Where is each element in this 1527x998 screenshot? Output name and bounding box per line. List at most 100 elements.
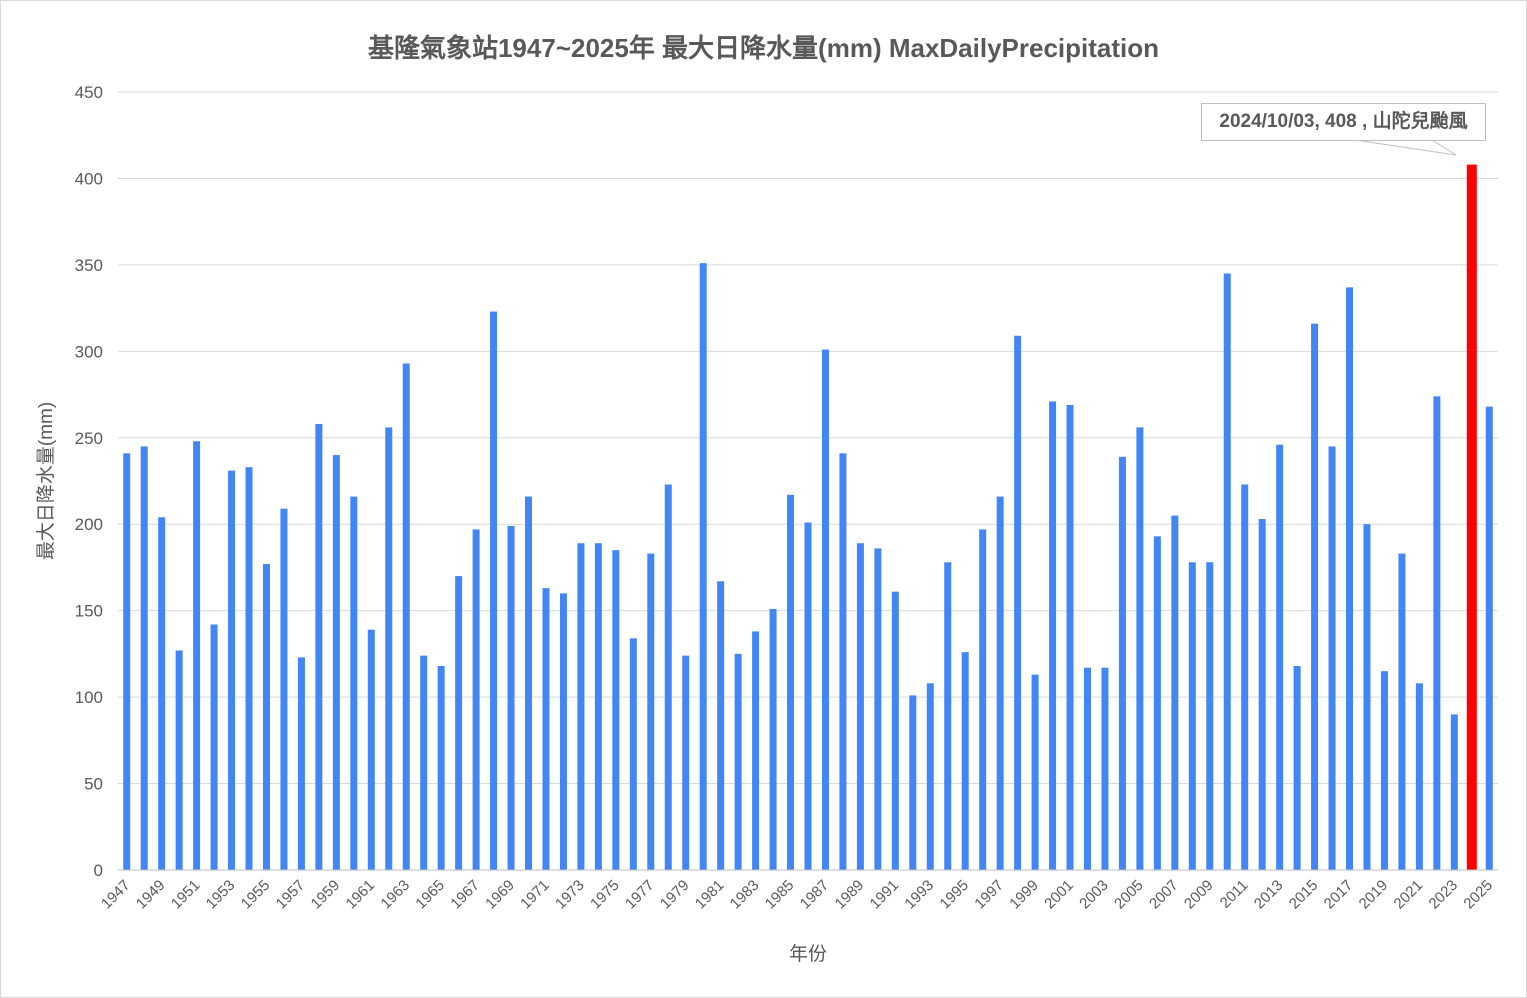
bar	[821, 349, 829, 870]
bar	[1380, 671, 1388, 870]
y-tick-label: 100	[75, 688, 103, 707]
x-tick-label: 1949	[133, 877, 169, 913]
x-tick-label: 1953	[203, 877, 239, 913]
y-tick-label: 250	[75, 429, 103, 448]
bar	[1415, 683, 1423, 870]
bar	[926, 683, 934, 870]
bar	[1466, 164, 1477, 870]
bar	[1346, 287, 1354, 870]
bar	[1276, 444, 1284, 870]
bar	[280, 508, 288, 870]
x-tick-label: 2025	[1460, 877, 1496, 913]
bar	[1241, 484, 1249, 870]
y-tick-label: 300	[75, 342, 103, 361]
bar	[315, 423, 323, 870]
bar	[1293, 665, 1301, 870]
x-tick-label: 1991	[867, 877, 903, 913]
bar	[158, 517, 166, 870]
chart-title: 基隆氣象站1947~2025年 最大日降水量(mm) MaxDailyPreci…	[367, 33, 1160, 63]
bar	[245, 467, 253, 870]
y-tick-label: 350	[75, 256, 103, 275]
x-tick-label: 2011	[1217, 877, 1252, 912]
x-tick-label: 1999	[1006, 877, 1042, 913]
bar	[350, 496, 358, 870]
x-tick-label: 1965	[412, 877, 448, 913]
x-tick-label: 1947	[98, 877, 134, 913]
bar	[437, 665, 445, 870]
bar	[874, 548, 882, 870]
x-tick-label: 1983	[727, 877, 763, 913]
x-tick-label: 1959	[308, 877, 344, 913]
x-tick-label: 1967	[447, 877, 483, 913]
bar	[839, 453, 847, 870]
bar	[1188, 562, 1196, 870]
bar	[1136, 427, 1144, 870]
callout-pointer	[1354, 139, 1457, 156]
x-tick-label: 1955	[238, 877, 274, 913]
bar	[175, 650, 183, 870]
bar	[1118, 456, 1126, 870]
x-tick-label: 1981	[692, 877, 728, 913]
bar	[664, 484, 672, 870]
bar	[1031, 674, 1039, 870]
bar	[1311, 323, 1319, 870]
bar	[734, 653, 742, 870]
bar	[1153, 536, 1161, 870]
bar	[944, 562, 952, 870]
x-tick-label: 1951	[168, 877, 204, 913]
bar	[979, 529, 987, 870]
y-tick-label: 450	[75, 83, 103, 102]
bar	[507, 525, 515, 870]
bar	[996, 496, 1004, 870]
bar	[542, 588, 550, 870]
x-tick-label: 1961	[342, 877, 378, 913]
bar	[787, 494, 795, 870]
bar	[891, 591, 899, 870]
bar	[647, 553, 655, 870]
bar	[612, 550, 620, 870]
x-tick-label: 2001	[1041, 877, 1077, 913]
bar	[297, 657, 305, 870]
bar	[228, 470, 236, 870]
x-tick-label: 2013	[1251, 877, 1287, 913]
bar	[577, 543, 585, 870]
bar	[193, 441, 201, 870]
x-tick-label: 1985	[762, 877, 798, 913]
bar	[385, 427, 393, 870]
bar	[1223, 273, 1231, 870]
bar	[1328, 446, 1336, 870]
bar	[559, 593, 567, 870]
bar	[1014, 335, 1022, 871]
bar	[472, 529, 480, 870]
x-tick-label: 1993	[901, 877, 937, 913]
bar	[420, 655, 428, 870]
bar	[455, 576, 463, 870]
bar	[210, 624, 218, 870]
bar	[1398, 553, 1406, 870]
y-tick-label: 400	[75, 169, 103, 188]
bar	[1258, 519, 1266, 870]
bar	[1066, 404, 1074, 870]
bar	[629, 638, 637, 870]
bar	[1363, 524, 1371, 870]
y-tick-label: 150	[75, 602, 103, 621]
x-tick-label: 2021	[1391, 877, 1427, 913]
x-tick-label: 2017	[1321, 877, 1357, 913]
bar	[1049, 401, 1057, 870]
x-tick-label: 1979	[657, 877, 693, 913]
bar	[909, 695, 917, 870]
bar	[1101, 667, 1109, 870]
x-tick-label: 2019	[1356, 877, 1392, 913]
x-tick-label: 1989	[832, 877, 868, 913]
bar	[1083, 667, 1091, 870]
x-tick-label: 1963	[377, 877, 413, 913]
bar	[682, 655, 690, 870]
bar	[1485, 406, 1493, 870]
x-tick-label: 2009	[1181, 877, 1217, 913]
bar	[1450, 714, 1458, 870]
bar	[123, 453, 131, 870]
x-tick-label: 1973	[552, 877, 588, 913]
x-tick-label: 2003	[1076, 877, 1112, 913]
x-tick-label: 1997	[971, 877, 1007, 913]
